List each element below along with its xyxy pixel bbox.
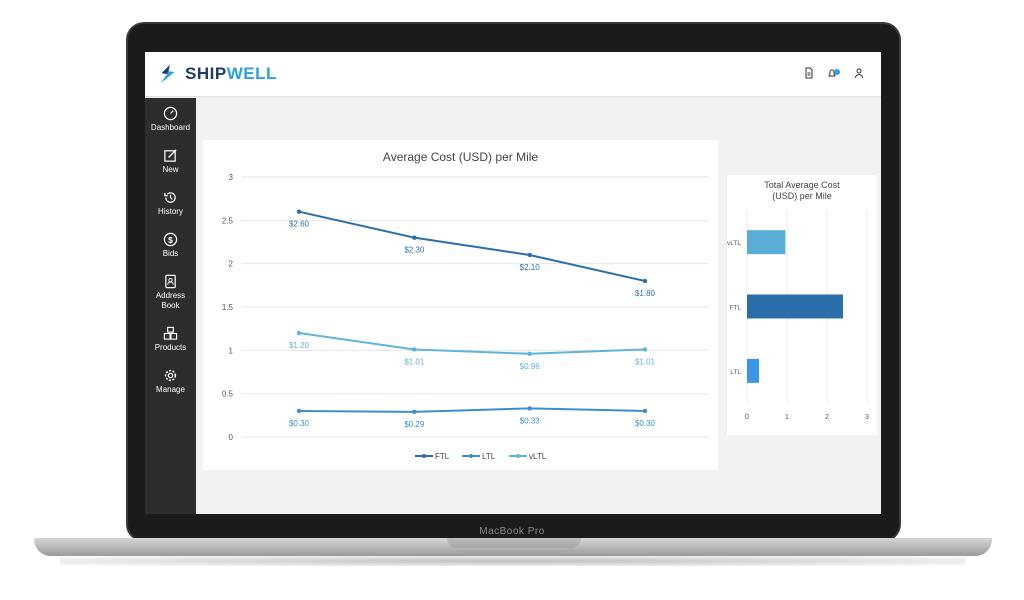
y-tick-label: 2 [229,260,234,269]
data-label: $0.33 [520,416,541,425]
x-tick-label: 2 [825,414,829,421]
dollar-icon: $ [163,232,178,247]
bar-chart-title-line2: (USD) per Mile [772,191,832,201]
data-point [412,409,417,415]
shipwell-logo-icon [160,64,175,84]
data-label: $1.01 [635,357,656,366]
data-point [296,209,302,214]
data-point [296,408,302,414]
legend-label-ftl: FTL [435,452,450,461]
sidebar-item-label-line2: Book [161,301,180,310]
data-point [296,330,302,336]
average-cost-line-chart: 0 0.5 1 1.5 2 2.5 3 $2.60 $2.30 $2.10 $1.80 $0.30 $0… [222,173,708,461]
sidebar-item-products[interactable]: Products [145,326,196,353]
data-label: $1.01 [404,357,425,366]
sidebar-item-label: Manage [156,385,185,394]
laptop-shadow [60,556,965,566]
bar-chart-title: Total Average Cost (USD) per Mile [727,180,877,202]
bar-chart-title-line1: Total Average Cost [764,180,840,190]
x-tick-label: 3 [865,414,869,421]
category-label: FTL [729,305,741,312]
notifications-icon[interactable] [827,66,841,78]
category-label: LTL [730,369,741,376]
sidebar-item-history[interactable]: History [145,190,196,217]
legend-label-ltl: LTL [482,452,496,461]
data-label: $1.20 [289,341,310,350]
bar-ftl [747,294,843,319]
history-icon [164,192,176,203]
app-screen: SHIPWELL Dashboard Ne [145,52,881,514]
sidebar-item-manage[interactable]: Manage [145,368,196,395]
sidebar-item-label: Address [155,291,186,300]
data-point [642,408,648,414]
sidebar-item-bids[interactable]: $ Bids [145,232,196,259]
device-label: MacBook Pro [479,526,545,537]
legend-label-vltl: vLTL [529,452,547,461]
laptop-notch [447,538,581,548]
sidebar-item-dashboard[interactable]: Dashboard [145,106,196,133]
data-point [642,347,648,352]
top-bar: SHIPWELL [145,52,881,97]
sidebar: Dashboard New History $ Bids Address Boo… [145,98,196,514]
data-label: $1.80 [635,289,656,298]
shipwell-logo[interactable]: SHIPWELL [157,62,277,86]
sidebar-item-label: Bids [162,249,179,258]
legend-marker [516,454,520,458]
data-label: $0.30 [635,419,656,428]
logo-suffix: WELL [226,64,277,83]
data-point [527,351,532,356]
sidebar-item-label: History [158,207,183,216]
legend-marker [422,454,426,458]
y-tick-label: 0 [229,433,234,442]
x-tick-label: 1 [785,414,789,421]
gear-icon [164,369,177,382]
average-cost-chart-card: 0 0.5 1 1.5 2 2.5 3 $2.60 $2.30 $2.10 $1.80 $0.30 $0… [203,140,718,470]
gauge-icon [163,106,178,121]
sidebar-item-address-book[interactable]: Address Book [145,274,196,311]
sidebar-item-label: Products [154,343,187,352]
svg-text:$: $ [168,235,173,245]
edit-icon [164,149,177,162]
user-icon[interactable] [853,66,865,79]
category-label: vLTL [727,240,741,247]
series-line-vltl [298,332,646,355]
bar-ltl [747,358,759,383]
y-tick-label: 3 [229,173,234,182]
line-chart-title: Average Cost (USD) per Mile [382,150,539,164]
series-line-ltl [298,407,646,413]
data-label: $2.60 [289,220,310,229]
data-label: $0.96 [520,362,541,371]
sidebar-item-label: New [162,165,179,174]
header-actions [803,66,865,79]
data-label: $0.29 [404,420,425,429]
document-icon[interactable] [803,66,815,79]
data-label: $2.10 [520,263,541,272]
data-point [412,347,417,352]
data-label: $2.30 [404,246,425,255]
data-label: $0.30 [289,419,310,428]
bar-vltl [747,230,786,255]
legend-marker [469,454,473,458]
y-tick-label: 1 [229,346,234,355]
products-icon [163,326,178,340]
series-line-ftl [298,210,646,282]
data-point [642,278,648,284]
x-tick-label: 0 [745,414,749,421]
logo-text: SHIPWELL [185,64,277,84]
y-tick-label: 1.5 [222,303,234,312]
data-point [412,235,417,240]
sidebar-item-label: Dashboard [150,123,191,132]
data-point [527,406,532,411]
total-average-cost-chart-card: 0 1 2 3 vLTL FTL LTL Total Average Cost (USD) … [727,175,877,435]
sidebar-item-new[interactable]: New [145,148,196,175]
y-tick-label: 0.5 [222,390,234,399]
data-point [527,252,532,258]
address-book-icon [165,274,176,289]
total-average-cost-bar-chart: 0 1 2 3 vLTL FTL LTL [727,210,869,421]
y-tick-label: 2.5 [222,216,234,225]
logo-prefix: SHIP [185,64,227,83]
